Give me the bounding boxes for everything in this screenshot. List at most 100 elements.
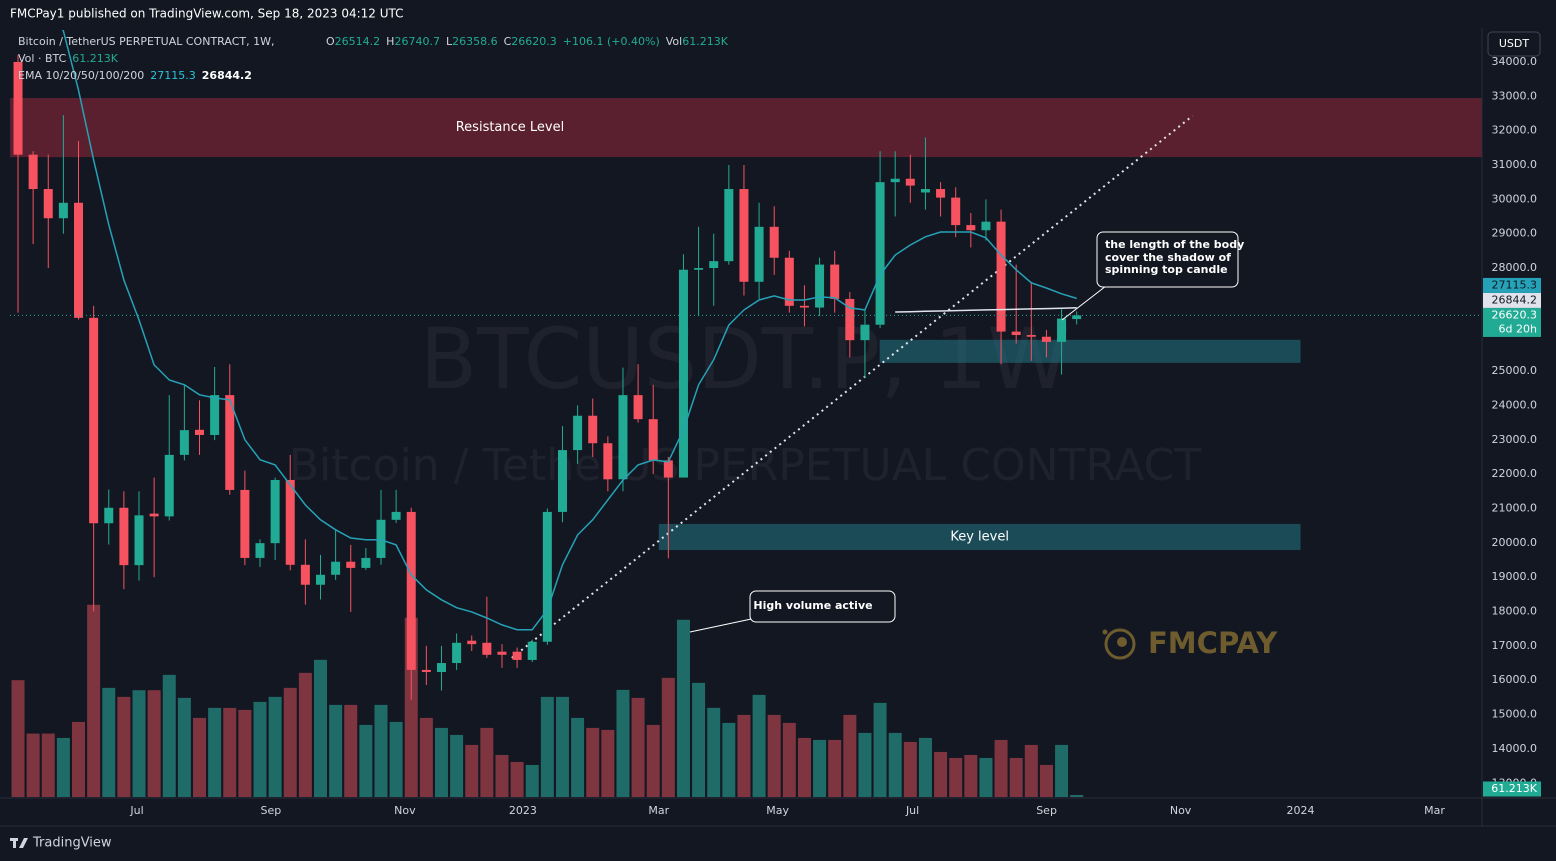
volume-bar (329, 704, 343, 797)
volume-bar (162, 674, 176, 797)
y-tick-label: 34000.0 (1492, 55, 1538, 68)
logo-part (13, 838, 16, 848)
logo-dot (1117, 637, 1127, 647)
volume-bar (737, 714, 751, 797)
y-tick-label: 19000.0 (1492, 570, 1538, 583)
volume-bar (102, 687, 116, 797)
candle-body (981, 221, 991, 231)
volume-bar (510, 761, 524, 797)
candle-body (784, 257, 794, 306)
candle-body (43, 189, 53, 219)
y-tick-label: 29000.0 (1492, 227, 1538, 240)
volume-bar (313, 659, 327, 797)
callout-text: High volume active (753, 599, 872, 612)
candle-body (149, 513, 159, 517)
y-tick-label: 20000.0 (1492, 536, 1538, 549)
candle-body (754, 226, 764, 282)
candle-body (467, 640, 477, 645)
button-frame[interactable] (1487, 31, 1541, 57)
candle-body (89, 317, 99, 524)
volume-bar (964, 754, 978, 797)
volume-bar (132, 690, 146, 797)
candle-body (557, 450, 567, 512)
x-tick-label: Sep (261, 804, 282, 817)
ema-legend: EMA 10/20/50/100/200 27115.3 26844.2 (18, 69, 252, 82)
volume-bar (934, 751, 948, 797)
candle-body (542, 511, 552, 642)
candle-body (210, 395, 220, 435)
volume-bar (722, 722, 736, 797)
candle-body (663, 460, 673, 478)
y-tick-label: 22000.0 (1492, 467, 1538, 480)
candle-body (1041, 336, 1051, 342)
candle-body (694, 268, 704, 270)
volume-bar (283, 687, 297, 797)
volume-bar (223, 707, 237, 797)
currency[interactable]: USDT (1499, 37, 1530, 50)
callout: the length of the body cover the shadow … (1061, 231, 1244, 321)
candle-body (134, 515, 144, 566)
y-tick-label: 17000.0 (1492, 639, 1538, 652)
volume-bar (525, 764, 539, 797)
plot-area: Resistance Level Key level (10, 30, 1482, 797)
x-tick-label: Jul (905, 804, 919, 817)
volume-bar (193, 717, 207, 797)
volume-bar (888, 732, 902, 797)
volume-bar (873, 702, 887, 797)
candle-body (195, 429, 205, 435)
volume-bar (767, 714, 781, 797)
legend-key: H (386, 35, 394, 48)
volume-bar (434, 727, 448, 797)
legend-value: 26620.3 (511, 35, 557, 48)
ema-line (895, 306, 1077, 313)
volume-bar (782, 722, 796, 797)
candle-body (225, 395, 235, 490)
volume-legend: Vol · BTC 61.213K (18, 52, 119, 65)
legend-key: C (504, 35, 512, 48)
x-tick-label: 2023 (509, 804, 537, 817)
zone-label: Key level (950, 529, 1009, 544)
volume-bar (1009, 757, 1023, 797)
candle-body (482, 642, 492, 655)
logo-dot (1102, 629, 1108, 635)
candle-body (936, 189, 946, 198)
x-tick-label: Jul (129, 804, 143, 817)
volume-bar (979, 757, 993, 797)
watermark-description: Bitcoin / TetherUS PERPETUAL CONTRACT (289, 440, 1201, 491)
volume-bar (268, 696, 282, 797)
candle-body (1057, 318, 1067, 342)
volume-bar (465, 744, 479, 797)
candle-body (361, 557, 371, 568)
y-tick-label: 32000.0 (1492, 124, 1538, 137)
ohlc-legend: O26514.2 H26740.7 L26358.6 C26620.3 +106.1 (… (326, 35, 729, 48)
zone-label: Resistance Level (456, 120, 565, 135)
volume-bar (676, 619, 690, 797)
logo-part (19, 838, 28, 848)
legend-value: 27115.3 (150, 69, 196, 82)
zone (879, 339, 1301, 363)
ema-line (61, 30, 1077, 631)
candle-body (376, 519, 386, 558)
volume-bar (177, 697, 191, 797)
countdown: 6d 20h (1499, 322, 1537, 335)
candle-body (603, 443, 613, 480)
y-tick-label: 16000.0 (1492, 673, 1538, 686)
price-label-box (1483, 292, 1541, 308)
volume-bar (631, 697, 645, 797)
candle-body (1026, 335, 1036, 337)
candle-body (512, 651, 522, 660)
candle-body (890, 178, 900, 183)
candle-body (179, 430, 189, 455)
candle-body (618, 395, 628, 480)
candle-body (815, 264, 825, 308)
candle-body (421, 669, 431, 672)
y-tick-label: 31000.0 (1492, 158, 1538, 171)
brand-watermark: FMCPAY (1148, 626, 1278, 660)
candle-body (164, 454, 174, 517)
volume-bar (601, 729, 615, 797)
currency-button[interactable]: USDT (1487, 31, 1541, 57)
y-tick-label: 25000.0 (1492, 364, 1538, 377)
candle-body (709, 261, 719, 269)
volume-bar (1055, 744, 1069, 797)
logo-ring (1104, 628, 1136, 660)
